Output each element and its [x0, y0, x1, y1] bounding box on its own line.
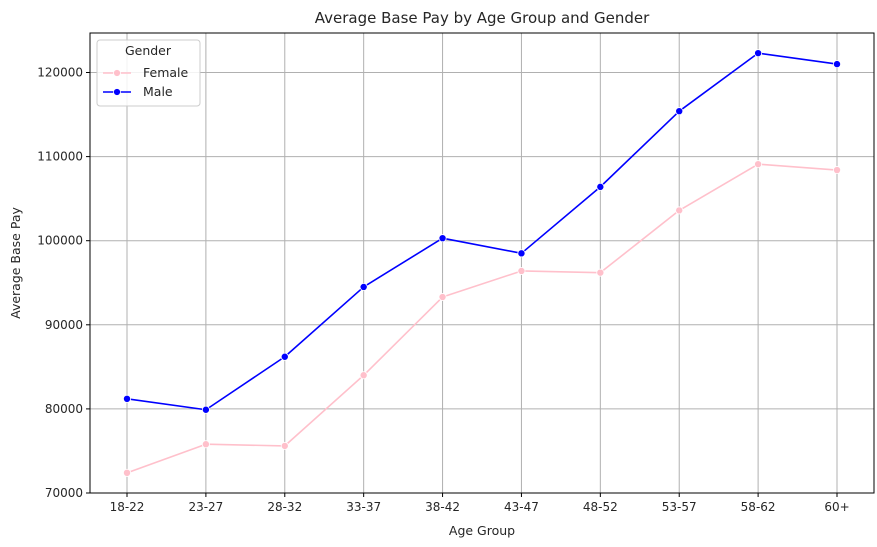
data-point-female — [359, 371, 368, 380]
x-axis-label: Age Group — [449, 523, 515, 538]
data-point-male — [517, 249, 526, 258]
x-tick-label: 53-57 — [662, 500, 697, 514]
data-point-female — [675, 206, 684, 215]
data-point-male — [359, 282, 368, 291]
y-tick-label: 110000 — [37, 150, 83, 164]
legend-label-male: Male — [143, 84, 173, 99]
data-point-female — [754, 160, 763, 169]
x-tick-label: 60+ — [824, 500, 849, 514]
legend: Gender Female Male — [96, 39, 201, 107]
data-point-male — [675, 107, 684, 116]
x-tick-label: 33-37 — [346, 500, 381, 514]
legend-label-female: Female — [143, 65, 189, 80]
ticks: 18-22 23-27 28-32 33-37 38-42 43-47 48-52 53-57… — [37, 66, 849, 515]
data-point-male — [123, 394, 132, 403]
series-line-female — [126, 163, 838, 474]
data-point-female — [438, 293, 447, 302]
plot-frame — [89, 32, 875, 494]
data-point-female — [517, 266, 526, 275]
x-tick-label: 38-42 — [425, 500, 460, 514]
data-point-female — [280, 441, 289, 450]
legend-marker-female — [113, 69, 121, 77]
x-tick-label: 18-22 — [110, 500, 145, 514]
data-point-male — [596, 182, 605, 191]
x-tick-label: 28-32 — [267, 500, 302, 514]
data-point-female — [596, 268, 605, 277]
series-line-male — [126, 52, 838, 411]
legend-title: Gender — [125, 43, 172, 58]
data-point-male — [201, 405, 210, 414]
legend-marker-male — [113, 88, 121, 96]
data-point-male — [438, 234, 447, 243]
y-axis-label: Average Base Pay — [8, 207, 23, 319]
y-tick-label: 100000 — [37, 234, 83, 248]
y-tick-label: 70000 — [45, 486, 83, 500]
x-tick-label: 43-47 — [504, 500, 539, 514]
legend-box — [96, 39, 201, 107]
data-point-male — [833, 60, 842, 69]
data-point-male — [754, 49, 763, 58]
x-tick-label: 58-62 — [741, 500, 776, 514]
series-layer — [123, 49, 842, 477]
y-tick-label: 90000 — [45, 318, 83, 332]
x-tick-label: 48-52 — [583, 500, 618, 514]
x-tick-label: 23-27 — [188, 500, 223, 514]
chart-title: Average Base Pay by Age Group and Gender — [315, 9, 650, 27]
y-tick-label: 120000 — [37, 66, 83, 80]
data-point-female — [123, 468, 132, 477]
data-point-female — [833, 166, 842, 175]
data-point-female — [201, 440, 210, 449]
y-tick-label: 80000 — [45, 402, 83, 416]
data-point-male — [280, 352, 289, 361]
